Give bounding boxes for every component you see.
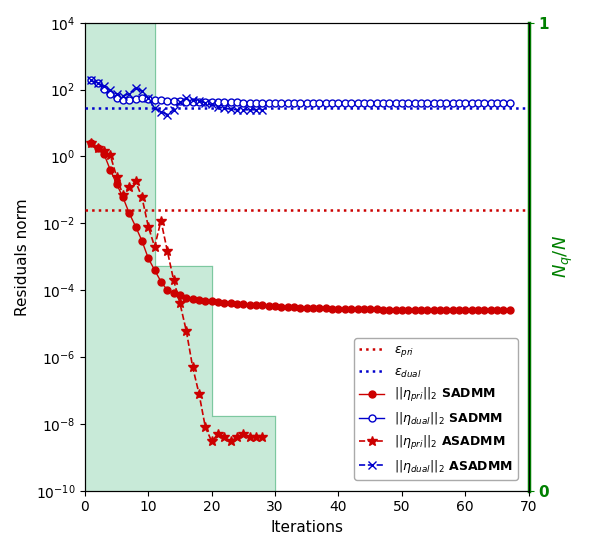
- Legend: $\epsilon_{pri}$, $\epsilon_{dual}$, $||\eta_{pri}||_2$ SADMM, $||\eta_{dual}||_: $\epsilon_{pri}$, $\epsilon_{dual}$, $||…: [354, 338, 518, 480]
- Y-axis label: $N_q/N$: $N_q/N$: [552, 235, 575, 278]
- X-axis label: Iterations: Iterations: [270, 520, 343, 535]
- Y-axis label: Residuals norm: Residuals norm: [15, 198, 30, 316]
